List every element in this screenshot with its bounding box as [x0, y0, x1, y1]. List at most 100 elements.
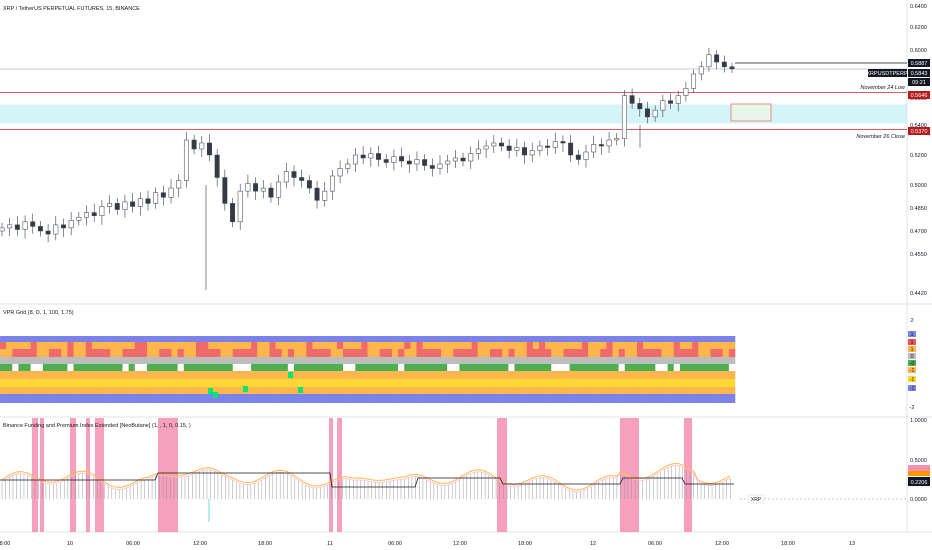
funding-pink-band[interactable] [497, 418, 507, 532]
candle[interactable] [245, 174, 251, 198]
candle[interactable] [383, 154, 389, 168]
candle[interactable] [445, 154, 451, 173]
candle[interactable] [291, 165, 297, 187]
candle[interactable] [214, 148, 220, 187]
candle[interactable] [353, 147, 358, 172]
candle[interactable] [68, 212, 74, 236]
candle[interactable] [506, 138, 512, 159]
funding-pink-band[interactable] [32, 418, 38, 532]
candle[interactable] [345, 158, 351, 174]
candle[interactable] [176, 174, 182, 198]
funding-curve-orange[interactable] [1, 463, 731, 491]
candle[interactable] [629, 88, 635, 109]
candle[interactable] [691, 69, 697, 93]
candle[interactable] [406, 154, 412, 173]
candle[interactable] [714, 49, 720, 70]
candle[interactable] [53, 215, 59, 241]
candle[interactable] [199, 135, 205, 157]
candle[interactable] [22, 215, 28, 239]
candle[interactable] [483, 139, 489, 158]
candle[interactable] [130, 192, 136, 213]
candle[interactable] [460, 152, 466, 167]
funding-pink-band[interactable] [337, 418, 342, 532]
candle[interactable] [499, 137, 504, 152]
candle[interactable] [729, 62, 735, 74]
candle[interactable] [283, 162, 289, 189]
candle[interactable] [675, 90, 681, 112]
candle[interactable] [14, 215, 20, 236]
candle[interactable] [652, 105, 658, 122]
candle[interactable] [721, 55, 727, 73]
candle[interactable] [529, 142, 535, 163]
candle[interactable] [253, 177, 259, 201]
candle[interactable] [306, 175, 312, 194]
candle[interactable] [429, 158, 435, 177]
candle[interactable] [637, 97, 643, 117]
candle[interactable] [452, 150, 458, 169]
candle[interactable] [45, 223, 51, 243]
candle[interactable] [84, 205, 89, 226]
candle[interactable] [575, 149, 581, 165]
candle[interactable] [437, 155, 443, 175]
funding-pink-band[interactable] [70, 418, 76, 532]
candle[interactable] [0, 222, 5, 237]
candle[interactable] [468, 146, 474, 169]
candle[interactable] [668, 93, 673, 109]
funding-pink-band[interactable] [329, 418, 333, 532]
funding-premium-line[interactable] [0, 472, 734, 488]
candle[interactable] [475, 140, 481, 160]
candle[interactable] [153, 187, 159, 209]
candle[interactable] [391, 149, 397, 171]
support-zone[interactable] [0, 104, 907, 124]
candle[interactable] [568, 135, 574, 163]
candle[interactable] [314, 180, 320, 209]
candle[interactable] [299, 169, 305, 188]
candle[interactable] [698, 61, 704, 81]
funding-pink-band[interactable] [86, 418, 90, 532]
candle[interactable] [414, 151, 420, 172]
candle[interactable] [514, 138, 520, 157]
candle[interactable] [276, 174, 282, 206]
candle[interactable] [683, 82, 689, 102]
candle[interactable] [222, 169, 228, 211]
funding-pink-band[interactable] [40, 418, 44, 532]
candle[interactable] [368, 147, 374, 167]
candle[interactable] [114, 198, 120, 215]
candle[interactable] [30, 213, 36, 234]
candle[interactable] [37, 221, 43, 237]
candle[interactable] [537, 140, 543, 156]
candle[interactable] [230, 198, 235, 228]
candle[interactable] [183, 132, 189, 188]
candle[interactable] [706, 47, 712, 72]
candle[interactable] [606, 132, 612, 154]
candle[interactable] [491, 135, 497, 154]
funding-pink-band[interactable] [158, 418, 178, 532]
candle[interactable] [7, 217, 13, 237]
candle[interactable] [522, 141, 527, 164]
candle[interactable] [191, 134, 197, 155]
candle[interactable] [660, 94, 666, 118]
funding-curve-pink[interactable] [1, 465, 731, 493]
funding-pink-band[interactable] [95, 418, 104, 532]
candle[interactable] [552, 132, 558, 154]
candle[interactable] [237, 183, 243, 230]
candle[interactable] [61, 218, 66, 237]
candle[interactable] [207, 134, 212, 162]
candle[interactable] [399, 147, 405, 168]
candle[interactable] [614, 133, 620, 146]
candle[interactable] [99, 200, 105, 225]
candle[interactable] [107, 195, 113, 214]
candle[interactable] [145, 190, 151, 211]
candle[interactable] [122, 194, 128, 218]
candle[interactable] [422, 154, 428, 171]
candle[interactable] [91, 203, 97, 222]
target-box[interactable] [730, 103, 772, 122]
candle[interactable] [598, 138, 604, 155]
candle[interactable] [360, 146, 366, 165]
candle[interactable] [168, 179, 174, 204]
candle[interactable] [337, 160, 343, 184]
candle[interactable] [545, 138, 551, 156]
candle[interactable] [322, 182, 328, 207]
candle[interactable] [260, 180, 266, 199]
candle[interactable] [376, 145, 381, 167]
